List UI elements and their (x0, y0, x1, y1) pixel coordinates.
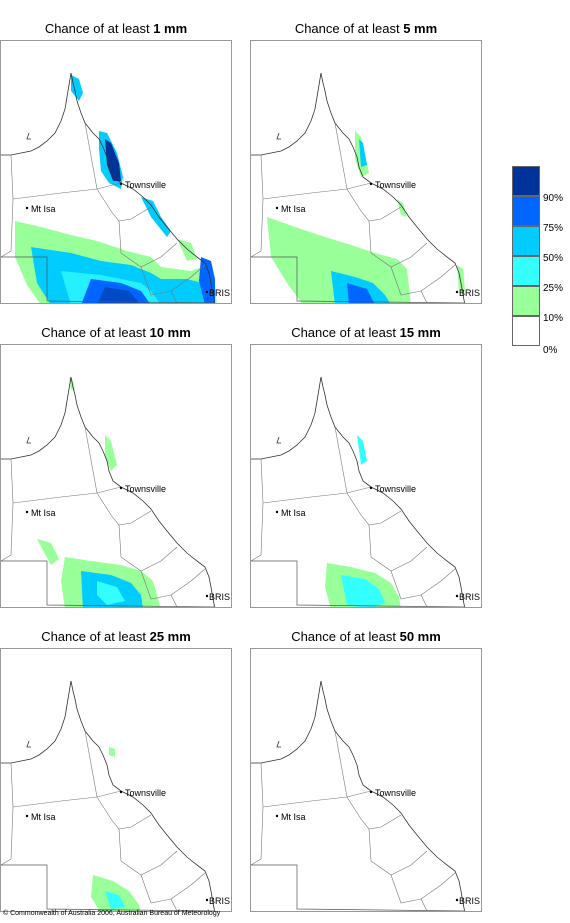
rain-probability-overlay (325, 435, 401, 607)
legend-label: 90% (543, 193, 564, 204)
rain-probability-overlay (267, 131, 465, 303)
place-label-brisbane: BRIS (209, 896, 230, 906)
panel-title: Chance of at least 25 mm (41, 629, 191, 644)
place-label-mt-isa: Mt Isa (281, 508, 306, 518)
place-label-townsville: Townsville (125, 180, 166, 190)
probability-legend: 90% 75% 50% 25% 10% 0% (512, 166, 570, 356)
map-area: Townsville Mt Isa BRIS (0, 40, 232, 304)
rain-probability-overlay (91, 747, 141, 911)
legend-label: 0% (543, 345, 558, 356)
place-label-brisbane: BRIS (209, 288, 230, 298)
place-label-mt-isa: Mt Isa (281, 204, 306, 214)
legend-label: 75% (543, 223, 564, 234)
panel-title: Chance of at least 5 mm (294, 21, 438, 36)
legend-swatch-75-90 (512, 196, 540, 226)
place-label-mt-isa: Mt Isa (31, 204, 56, 214)
rain-probability-overlay (15, 75, 217, 303)
legend-label: 50% (543, 253, 564, 264)
copyright-credit: © Commonwealth of Australia 2006, Austra… (3, 910, 221, 917)
place-label-brisbane: BRIS (459, 592, 480, 602)
map-area: Townsville Mt Isa BRIS (250, 40, 482, 304)
panel-title: Chance of at least 50 mm (291, 629, 441, 644)
place-label-townsville: Townsville (375, 484, 416, 494)
panel-title: Chance of at least 10 mm (41, 325, 191, 340)
legend-swatch-50-75 (512, 226, 540, 256)
legend-swatch-0-10 (512, 316, 540, 346)
panel-title: Chance of at least 15 mm (291, 325, 441, 340)
rain-probability-overlay (37, 377, 161, 607)
legend-swatch-25-50 (512, 256, 540, 286)
place-label-brisbane: BRIS (459, 288, 480, 298)
map-area: Townsville Mt Isa BRIS (0, 344, 232, 608)
legend-swatch-10-25 (512, 286, 540, 316)
place-label-brisbane: BRIS (459, 896, 480, 906)
place-label-mt-isa: Mt Isa (281, 812, 306, 822)
map-area: Townsville Mt Isa BRIS (250, 648, 482, 912)
legend-label: 10% (543, 313, 564, 324)
place-label-mt-isa: Mt Isa (31, 812, 56, 822)
legend-label: 25% (543, 283, 564, 294)
place-label-brisbane: BRIS (209, 592, 230, 602)
place-label-townsville: Townsville (375, 180, 416, 190)
place-label-townsville: Townsville (125, 788, 166, 798)
map-area: Townsville Mt Isa BRIS (250, 344, 482, 608)
legend-swatch-90-100 (512, 166, 540, 196)
place-label-townsville: Townsville (125, 484, 166, 494)
place-label-mt-isa: Mt Isa (31, 508, 56, 518)
map-area: Townsville Mt Isa BRIS (0, 648, 232, 912)
panel-title: Chance of at least 1 mm (44, 21, 188, 36)
place-label-townsville: Townsville (375, 788, 416, 798)
